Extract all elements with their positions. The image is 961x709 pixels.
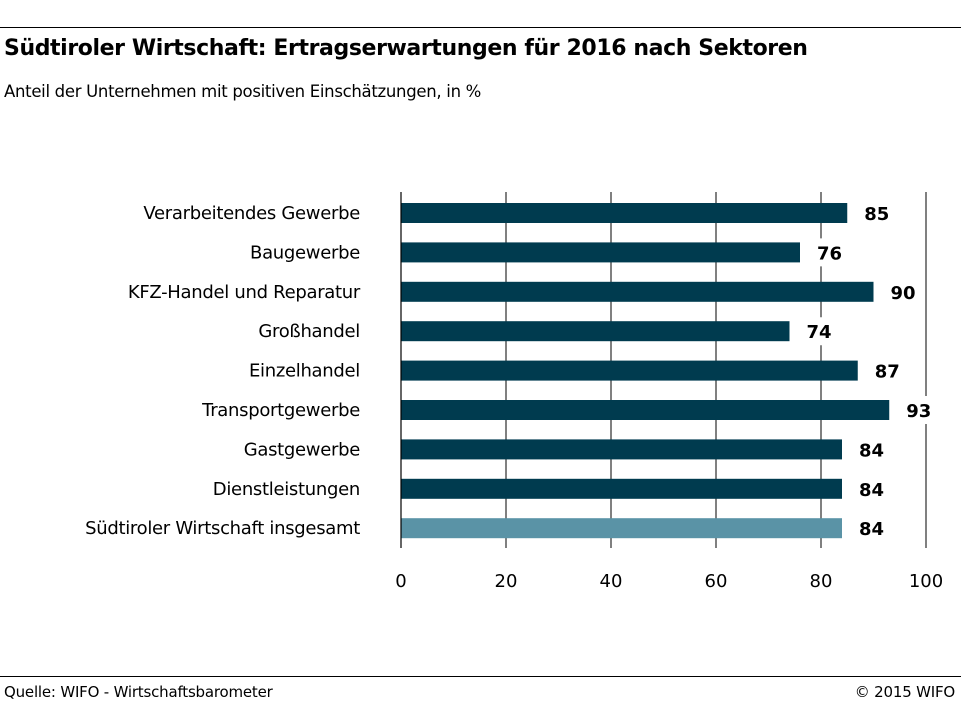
bar [401,281,874,302]
value-label: 84 [859,440,884,461]
category-label: Südtiroler Wirtschaft insgesamt [85,518,360,539]
bar-chart: Verarbeitendes Gewerbe Baugewerbe KFZ-Hand… [85,192,943,592]
bar [401,518,842,539]
bar [401,242,800,263]
category-label: Dienstleistungen [213,479,360,500]
category-label: Baugewerbe [250,242,360,263]
source-note: Quelle: WIFO - Wirtschaftsbarometer [4,683,273,701]
tick-label: 80 [810,571,833,592]
category-labels: Verarbeitendes Gewerbe Baugewerbe KFZ-Hand… [85,203,361,539]
tick-label: 60 [705,571,728,592]
value-label: 85 [864,204,889,225]
category-label: KFZ-Handel und Reparatur [128,282,361,303]
tick-label: 100 [909,571,943,592]
tick-label: 0 [395,571,406,592]
value-label: 93 [906,401,931,422]
bar [401,321,790,342]
value-label: 84 [859,480,884,501]
bars [401,203,890,539]
value-label: 87 [875,362,900,383]
value-label: 84 [859,519,884,540]
top-rule [0,27,961,28]
category-label: Einzelhandel [249,361,360,382]
bar [401,400,890,420]
tick-label: 40 [600,571,623,592]
category-label: Transportgewerbe [201,400,360,421]
bar [401,360,858,381]
value-label: 74 [807,322,832,343]
chart-subtitle: Anteil der Unternehmen mit positiven Ein… [4,82,482,101]
chart-title: Südtiroler Wirtschaft: Ertragserwartunge… [4,36,808,61]
value-label: 76 [817,243,842,264]
value-label: 90 [891,283,916,304]
tick-label: 20 [495,571,518,592]
copyright-note: © 2015 WIFO [854,683,955,701]
bottom-rule [0,676,961,677]
value-labels: 85 76 90 74 87 93 84 84 84 [807,204,932,540]
bar [401,203,848,223]
bar [401,439,842,460]
category-label: Großhandel [258,321,360,342]
bar [401,478,842,499]
category-label: Gastgewerbe [244,439,361,460]
category-label: Verarbeitendes Gewerbe [143,203,360,224]
tick-labels: 0 20 40 60 80 100 [395,571,943,592]
